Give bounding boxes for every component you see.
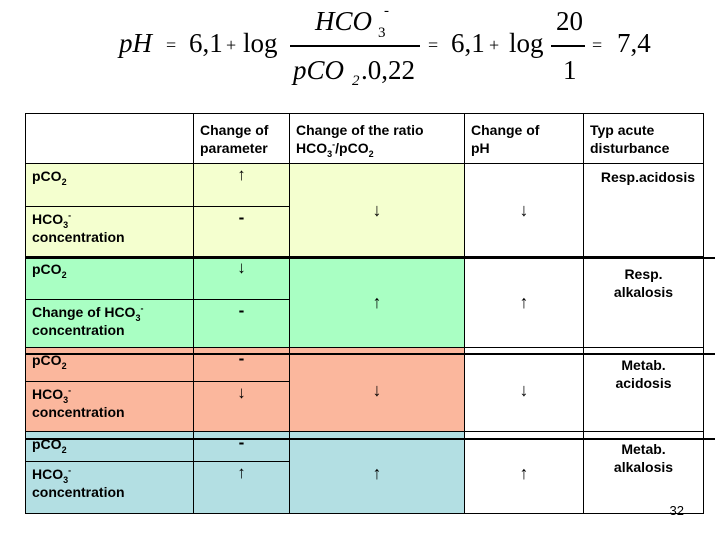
- formula-equals-3: =: [592, 35, 603, 55]
- ratio-change: ↑: [289, 431, 465, 514]
- table-row-resp-alkalosis-pco2: pCO2 ↓ ↑ ↑ Resp. alkalosis: [25, 256, 704, 348]
- ratio-change: ↑: [289, 256, 465, 348]
- disturbance-label: Metab. alkalosis: [583, 431, 704, 514]
- formula-plus: +: [226, 35, 237, 55]
- table-row-metab-alkalosis-hco3: HCO3- concentration ↑: [25, 461, 704, 514]
- ph-change: ↑: [464, 431, 584, 514]
- disturbance-label: Resp. alkalosis: [583, 256, 704, 348]
- formula-denominator: pCO: [293, 55, 345, 85]
- parameter-change: ↓: [193, 381, 290, 432]
- parameter-change: -: [193, 299, 290, 348]
- formula-base-2: 6,1: [451, 28, 485, 58]
- disturbance-label: Metab. acidosis: [583, 347, 704, 432]
- fraction-bar: [290, 45, 420, 47]
- fraction-bar-2: [551, 45, 585, 47]
- header-change-ph: Change of pH: [464, 113, 584, 164]
- formula-denominator-tail: .0,22: [361, 55, 415, 85]
- formula-numerator-sub: 3: [378, 25, 386, 41]
- formula-numerator-sup: -: [384, 3, 389, 19]
- group-divider-line: [25, 257, 715, 259]
- table-row-metab-acidosis-pco2: pCO2 - ↓ ↓ Metab. acidosis: [25, 347, 704, 432]
- disturbance-label: Resp.acidosis: [583, 163, 704, 257]
- header-disturbance: Typ acute disturbance: [583, 113, 704, 164]
- parameter-change: ↑: [193, 163, 290, 207]
- page-number: 32: [669, 503, 684, 518]
- formula-equals-2: =: [428, 35, 439, 55]
- formula-plus-2: +: [489, 35, 500, 55]
- group-divider-line: [25, 438, 715, 440]
- table-row-metab-alkalosis-pco2: pCO2 - ↑ ↑ Metab. alkalosis: [25, 431, 704, 514]
- formula-denominator-sub: 2: [352, 73, 360, 89]
- group-divider-line: [25, 353, 715, 355]
- formula-log: log: [243, 28, 278, 58]
- header-change-parameter: Change of parameter: [193, 113, 290, 164]
- formula-log-2: log: [509, 28, 544, 58]
- ph-change: ↓: [464, 163, 584, 257]
- row-label: HCO3- concentration: [25, 381, 194, 432]
- henderson-hasselbalch-formula: pH = 6,1 + log HCO 3 - pCO 2 .0,22 = 6,1…: [0, 0, 728, 100]
- table-header-row: Change of parameter Change of the ratio …: [25, 113, 704, 164]
- ratio-change: ↓: [289, 163, 465, 257]
- row-label: pCO2: [25, 256, 194, 300]
- row-label: HCO3- concentration: [25, 206, 194, 257]
- parameter-change: ↑: [193, 461, 290, 514]
- formula-numerator-2: 20: [556, 6, 583, 36]
- formula-equals: =: [166, 35, 177, 55]
- parameter-change: ↓: [193, 256, 290, 300]
- row-label: pCO2: [25, 431, 194, 462]
- table-row-resp-acidosis-hco3: HCO3- concentration -: [25, 206, 704, 257]
- ratio-change: ↓: [289, 347, 465, 432]
- parameter-change: -: [193, 431, 290, 462]
- table-row-resp-acidosis-pco2: pCO2 ↑ ↓ ↓ Resp.acidosis: [25, 163, 704, 257]
- formula-result: 7,4: [617, 28, 651, 58]
- header-empty-cell: [25, 113, 194, 164]
- ph-change: ↑: [464, 256, 584, 348]
- header-change-ratio: Change of the ratio HCO3-/pCO2: [289, 113, 465, 164]
- table-row-metab-acidosis-hco3: HCO3- concentration ↓: [25, 381, 704, 432]
- row-label: pCO2: [25, 163, 194, 207]
- row-label: HCO3- concentration: [25, 461, 194, 514]
- parameter-change: -: [193, 206, 290, 257]
- formula-base: 6,1: [189, 28, 223, 58]
- acid-base-table: Change of parameter Change of the ratio …: [25, 113, 704, 514]
- formula-numerator: HCO: [315, 6, 373, 36]
- ph-change: ↓: [464, 347, 584, 432]
- formula-denominator-2: 1: [563, 55, 577, 85]
- formula-ph: pH: [119, 28, 152, 58]
- row-label: Change of HCO3- concentration: [25, 299, 194, 348]
